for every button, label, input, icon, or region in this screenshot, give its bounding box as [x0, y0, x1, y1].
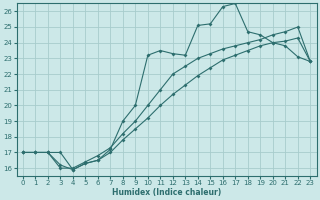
X-axis label: Humidex (Indice chaleur): Humidex (Indice chaleur)	[112, 188, 221, 197]
